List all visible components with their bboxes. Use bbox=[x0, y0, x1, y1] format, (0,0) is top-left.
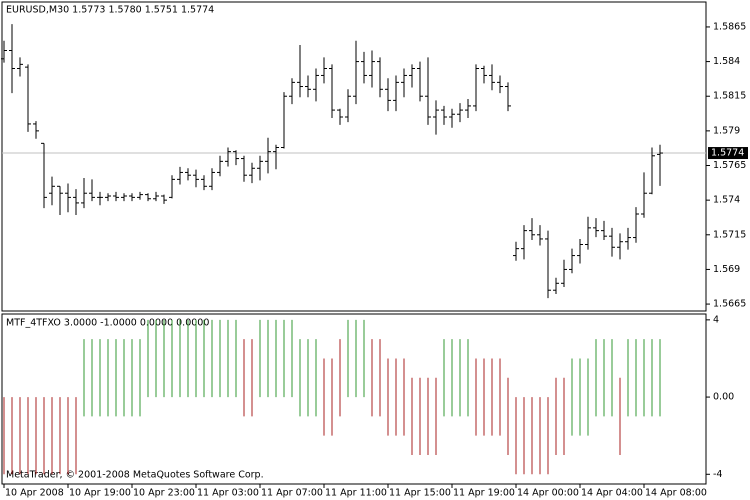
y-tick-label: 1.579 bbox=[713, 125, 740, 136]
main-panel bbox=[1, 1, 707, 312]
y-tick-label: 1.5715 bbox=[713, 229, 746, 240]
x-tick-label: 11 Apr 03:00 bbox=[197, 488, 259, 499]
x-tick-label: 11 Apr 07:00 bbox=[261, 488, 323, 499]
x-tick-label: 11 Apr 15:00 bbox=[389, 488, 451, 499]
y-tick-label: 1.574 bbox=[713, 195, 740, 206]
y-tick-label: -4 bbox=[713, 469, 722, 480]
x-tick-label: 11 Apr 11:00 bbox=[325, 488, 387, 499]
y-tick-label: 1.5865 bbox=[713, 21, 746, 32]
x-tick-label: 14 Apr 04:00 bbox=[581, 488, 643, 499]
current-price-label: 1.5774 bbox=[711, 148, 744, 159]
watermark: MetaTrader, © 2001-2008 MetaQuotes Softw… bbox=[6, 470, 264, 481]
indicator-title: MTF_4TFXO 3.0000 -1.0000 0.0000 0.0000 bbox=[6, 318, 209, 329]
y-tick-label: 1.5765 bbox=[713, 160, 746, 171]
x-tick-label: 11 Apr 19:00 bbox=[453, 488, 515, 499]
x-tick-label: 10 Apr 19:00 bbox=[69, 488, 131, 499]
x-tick-label: 14 Apr 00:00 bbox=[517, 488, 579, 499]
y-tick-label: 0.00 bbox=[713, 392, 734, 403]
y-tick-label: 1.5665 bbox=[713, 299, 746, 310]
x-tick-label: 10 Apr 23:00 bbox=[133, 488, 195, 499]
y-tick-label: 1.569 bbox=[713, 264, 740, 275]
x-tick-label: 14 Apr 08:00 bbox=[645, 488, 707, 499]
chart-title: EURUSD,M30 1.5773 1.5780 1.5751 1.5774 bbox=[6, 5, 214, 16]
y-tick-label: 1.5815 bbox=[713, 91, 746, 102]
sub-panel bbox=[1, 313, 707, 485]
current-price-box bbox=[708, 147, 748, 160]
y-tick-label: 4 bbox=[713, 314, 719, 325]
x-tick-label: 10 Apr 2008 bbox=[5, 488, 64, 499]
y-tick-label: 1.584 bbox=[713, 56, 740, 67]
